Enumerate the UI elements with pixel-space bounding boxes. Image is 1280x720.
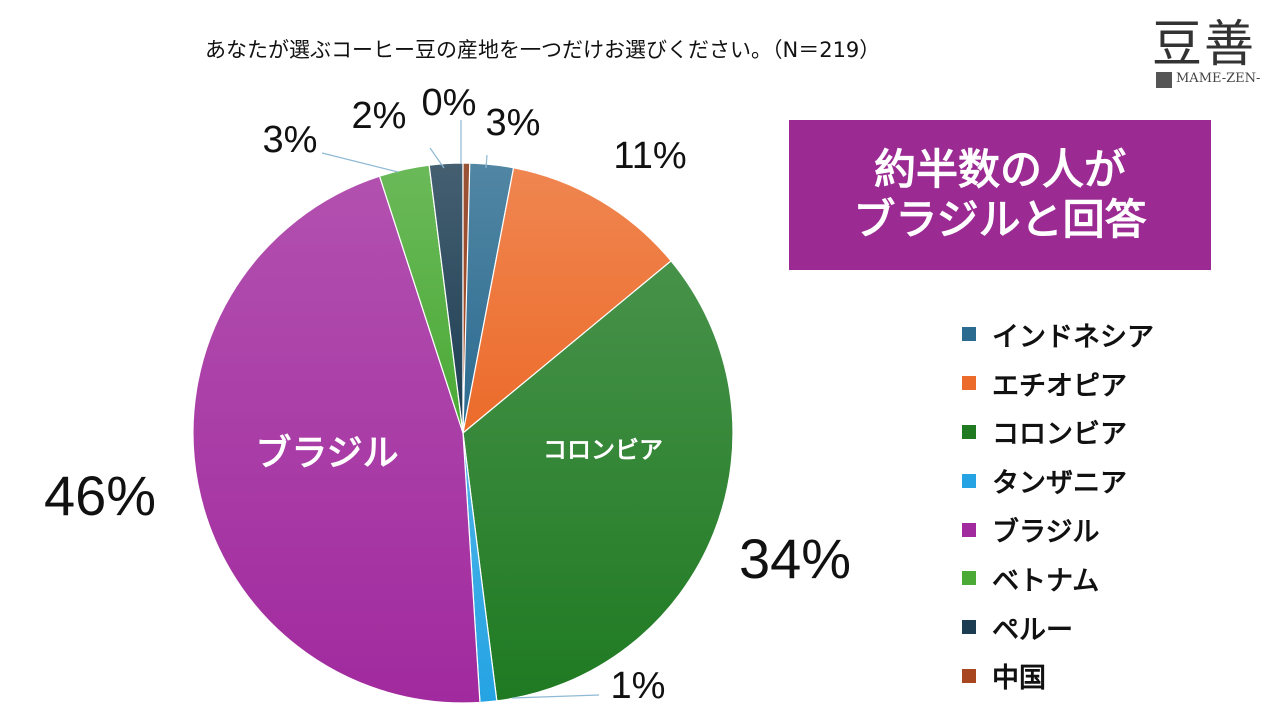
legend-label: ベトナム bbox=[992, 565, 1100, 597]
chart-legend: インドネシア エチオピアコロンビアタンザニアブラジルベトナムペルー中国 bbox=[962, 310, 1154, 700]
pie-slice-2 bbox=[462, 260, 734, 702]
brand-logo: 豆善 MAME-ZEN- bbox=[1148, 4, 1276, 94]
leader-line-6 bbox=[429, 147, 445, 169]
data-label-1: 11% bbox=[613, 135, 686, 177]
legend-swatch bbox=[962, 327, 976, 342]
legend-item: インドネシア bbox=[962, 310, 1154, 359]
data-label-0: 3% bbox=[486, 102, 541, 144]
legend-label: コロンビア bbox=[992, 419, 1127, 451]
legend-swatch bbox=[962, 571, 976, 586]
legend-item: タンザニア bbox=[962, 456, 1154, 505]
callout-line-1: 約半数の人が bbox=[873, 144, 1126, 194]
legend-label: タンザニア bbox=[992, 468, 1127, 500]
legend-swatch bbox=[962, 473, 976, 488]
legend-label: インドネシア bbox=[992, 321, 1154, 353]
logo-kanji: 豆善 bbox=[1152, 15, 1256, 73]
data-label-7: 0% bbox=[422, 82, 477, 124]
legend-item: ブラジル bbox=[962, 505, 1154, 554]
legend-item: ペルー bbox=[962, 603, 1154, 652]
data-label-5: 3% bbox=[263, 119, 318, 161]
data-label-4: 46% bbox=[44, 464, 156, 527]
legend-label: 中国 bbox=[992, 663, 1046, 695]
legend-label: ブラジル bbox=[992, 517, 1100, 549]
legend-swatch bbox=[962, 522, 976, 537]
callout-box: 約半数の人が ブラジルと回答 bbox=[789, 120, 1211, 270]
logo-seal-icon bbox=[1156, 72, 1172, 88]
logo-text: MAME-ZEN- bbox=[1176, 71, 1261, 86]
legend-swatch bbox=[962, 424, 976, 439]
leader-line-3 bbox=[511, 694, 600, 699]
callout-line-2: ブラジルと回答 bbox=[853, 195, 1147, 244]
legend-swatch bbox=[962, 376, 976, 391]
legend-swatch bbox=[962, 620, 976, 635]
chart-title: あなたが選ぶコーヒー豆の産地を一つだけお選びください。（N＝219） bbox=[205, 38, 881, 62]
pie-slice-7 bbox=[462, 162, 471, 434]
legend-item: ベトナム bbox=[962, 554, 1154, 603]
data-label-6: 2% bbox=[352, 95, 407, 137]
leader-line-0 bbox=[485, 154, 488, 169]
data-label-2: 34% bbox=[739, 527, 851, 590]
legend-item: 中国 bbox=[962, 652, 1154, 701]
legend-swatch bbox=[962, 668, 976, 683]
legend-item: コロンビア bbox=[962, 408, 1154, 457]
slice-inner-label: コロンビア bbox=[543, 436, 663, 464]
pie-slice-4 bbox=[192, 175, 481, 704]
leader-line-5 bbox=[321, 152, 399, 173]
data-label-3: 1% bbox=[611, 665, 666, 707]
legend-label: エチオピア bbox=[992, 370, 1127, 402]
legend-label: ペルー bbox=[992, 614, 1073, 646]
pie-slice-1 bbox=[462, 167, 672, 435]
legend-item: エチオピア bbox=[962, 359, 1154, 408]
slice-inner-label: ブラジル bbox=[255, 432, 398, 474]
